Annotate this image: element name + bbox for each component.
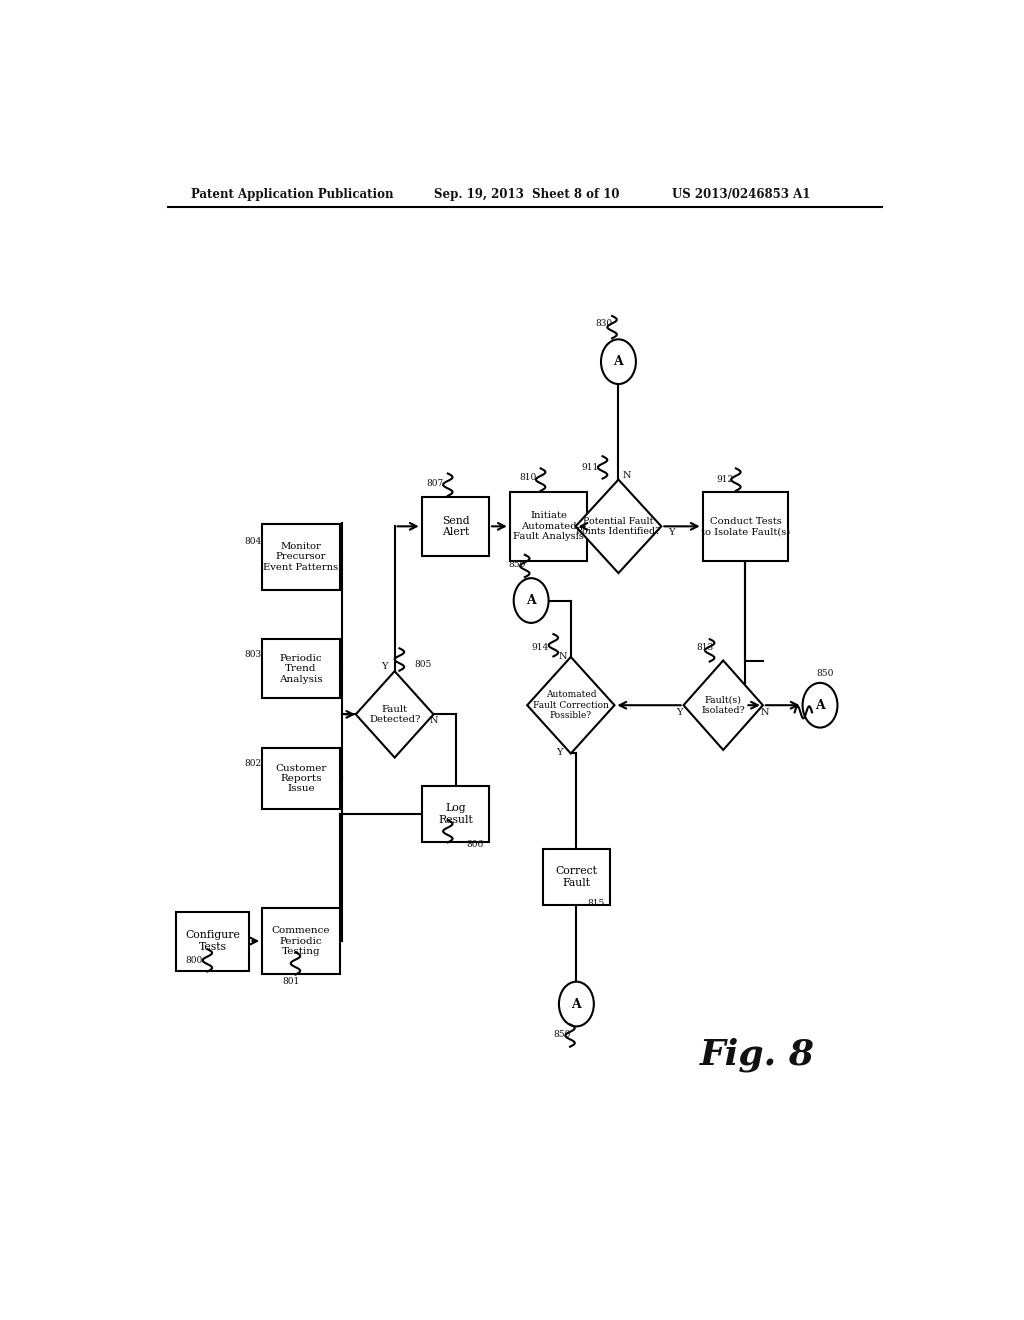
Text: 911: 911 bbox=[582, 463, 598, 471]
Text: 850: 850 bbox=[508, 561, 525, 569]
Text: N: N bbox=[761, 708, 769, 717]
FancyBboxPatch shape bbox=[422, 496, 489, 556]
Text: N: N bbox=[623, 471, 631, 480]
Text: 800: 800 bbox=[185, 956, 203, 965]
Text: Y: Y bbox=[556, 748, 562, 758]
Text: Customer
Reports
Issue: Customer Reports Issue bbox=[275, 763, 327, 793]
FancyBboxPatch shape bbox=[702, 492, 788, 561]
Text: Monitor
Precursor
Event Patterns: Monitor Precursor Event Patterns bbox=[263, 543, 339, 572]
Circle shape bbox=[514, 578, 549, 623]
Circle shape bbox=[559, 982, 594, 1027]
FancyBboxPatch shape bbox=[510, 492, 588, 561]
Text: 815: 815 bbox=[588, 899, 605, 908]
FancyBboxPatch shape bbox=[176, 912, 250, 970]
FancyBboxPatch shape bbox=[422, 785, 489, 842]
FancyBboxPatch shape bbox=[262, 524, 340, 590]
FancyBboxPatch shape bbox=[262, 908, 340, 974]
Text: Conduct Tests
to Isolate Fault(s): Conduct Tests to Isolate Fault(s) bbox=[700, 516, 791, 536]
FancyBboxPatch shape bbox=[543, 849, 610, 906]
Text: Fault
Detected?: Fault Detected? bbox=[369, 705, 420, 725]
Text: 830: 830 bbox=[596, 318, 612, 327]
Text: 810: 810 bbox=[519, 473, 537, 482]
Text: Patent Application Publication: Patent Application Publication bbox=[191, 189, 394, 202]
Text: US 2013/0246853 A1: US 2013/0246853 A1 bbox=[672, 189, 810, 202]
Circle shape bbox=[601, 339, 636, 384]
Text: Initiate
Automated
Fault Analysis: Initiate Automated Fault Analysis bbox=[513, 511, 584, 541]
Text: 806: 806 bbox=[466, 840, 483, 849]
Text: A: A bbox=[526, 594, 536, 607]
Text: Fig. 8: Fig. 8 bbox=[699, 1038, 814, 1072]
FancyBboxPatch shape bbox=[262, 748, 340, 809]
Text: A: A bbox=[571, 998, 582, 1011]
Text: 807: 807 bbox=[427, 479, 443, 488]
Polygon shape bbox=[575, 479, 662, 573]
Text: 803: 803 bbox=[244, 649, 261, 659]
Text: Log
Result: Log Result bbox=[438, 803, 473, 825]
Text: 813: 813 bbox=[696, 643, 714, 652]
Circle shape bbox=[803, 682, 838, 727]
Text: 804: 804 bbox=[244, 537, 261, 546]
Text: 912: 912 bbox=[716, 475, 733, 484]
Text: 801: 801 bbox=[282, 977, 299, 986]
Text: Commence
Periodic
Testing: Commence Periodic Testing bbox=[271, 927, 331, 956]
Polygon shape bbox=[527, 657, 614, 754]
Text: 914: 914 bbox=[531, 643, 549, 652]
Polygon shape bbox=[684, 660, 763, 750]
Polygon shape bbox=[355, 671, 433, 758]
Text: 805: 805 bbox=[415, 660, 432, 669]
Text: Automated
Fault Correction
Possible?: Automated Fault Correction Possible? bbox=[532, 690, 609, 721]
Text: 802: 802 bbox=[244, 759, 261, 768]
Text: Y: Y bbox=[676, 708, 683, 717]
Text: A: A bbox=[613, 355, 624, 368]
Text: Send
Alert: Send Alert bbox=[442, 516, 470, 537]
Text: Y: Y bbox=[381, 663, 387, 671]
Text: 850: 850 bbox=[553, 1030, 570, 1039]
Text: A: A bbox=[815, 698, 825, 711]
FancyBboxPatch shape bbox=[262, 639, 340, 698]
Text: Y: Y bbox=[669, 528, 675, 537]
Text: N: N bbox=[559, 652, 567, 661]
Text: 850: 850 bbox=[816, 669, 834, 678]
Text: Periodic
Trend
Analysis: Periodic Trend Analysis bbox=[280, 653, 323, 684]
Text: N: N bbox=[429, 715, 438, 725]
Text: Correct
Fault: Correct Fault bbox=[555, 866, 597, 888]
Text: Sep. 19, 2013  Sheet 8 of 10: Sep. 19, 2013 Sheet 8 of 10 bbox=[433, 189, 620, 202]
Text: Configure
Tests: Configure Tests bbox=[185, 931, 241, 952]
Text: Fault(s)
Isolated?: Fault(s) Isolated? bbox=[701, 696, 745, 715]
Text: Potential Fault
Points Identified?: Potential Fault Points Identified? bbox=[577, 516, 660, 536]
